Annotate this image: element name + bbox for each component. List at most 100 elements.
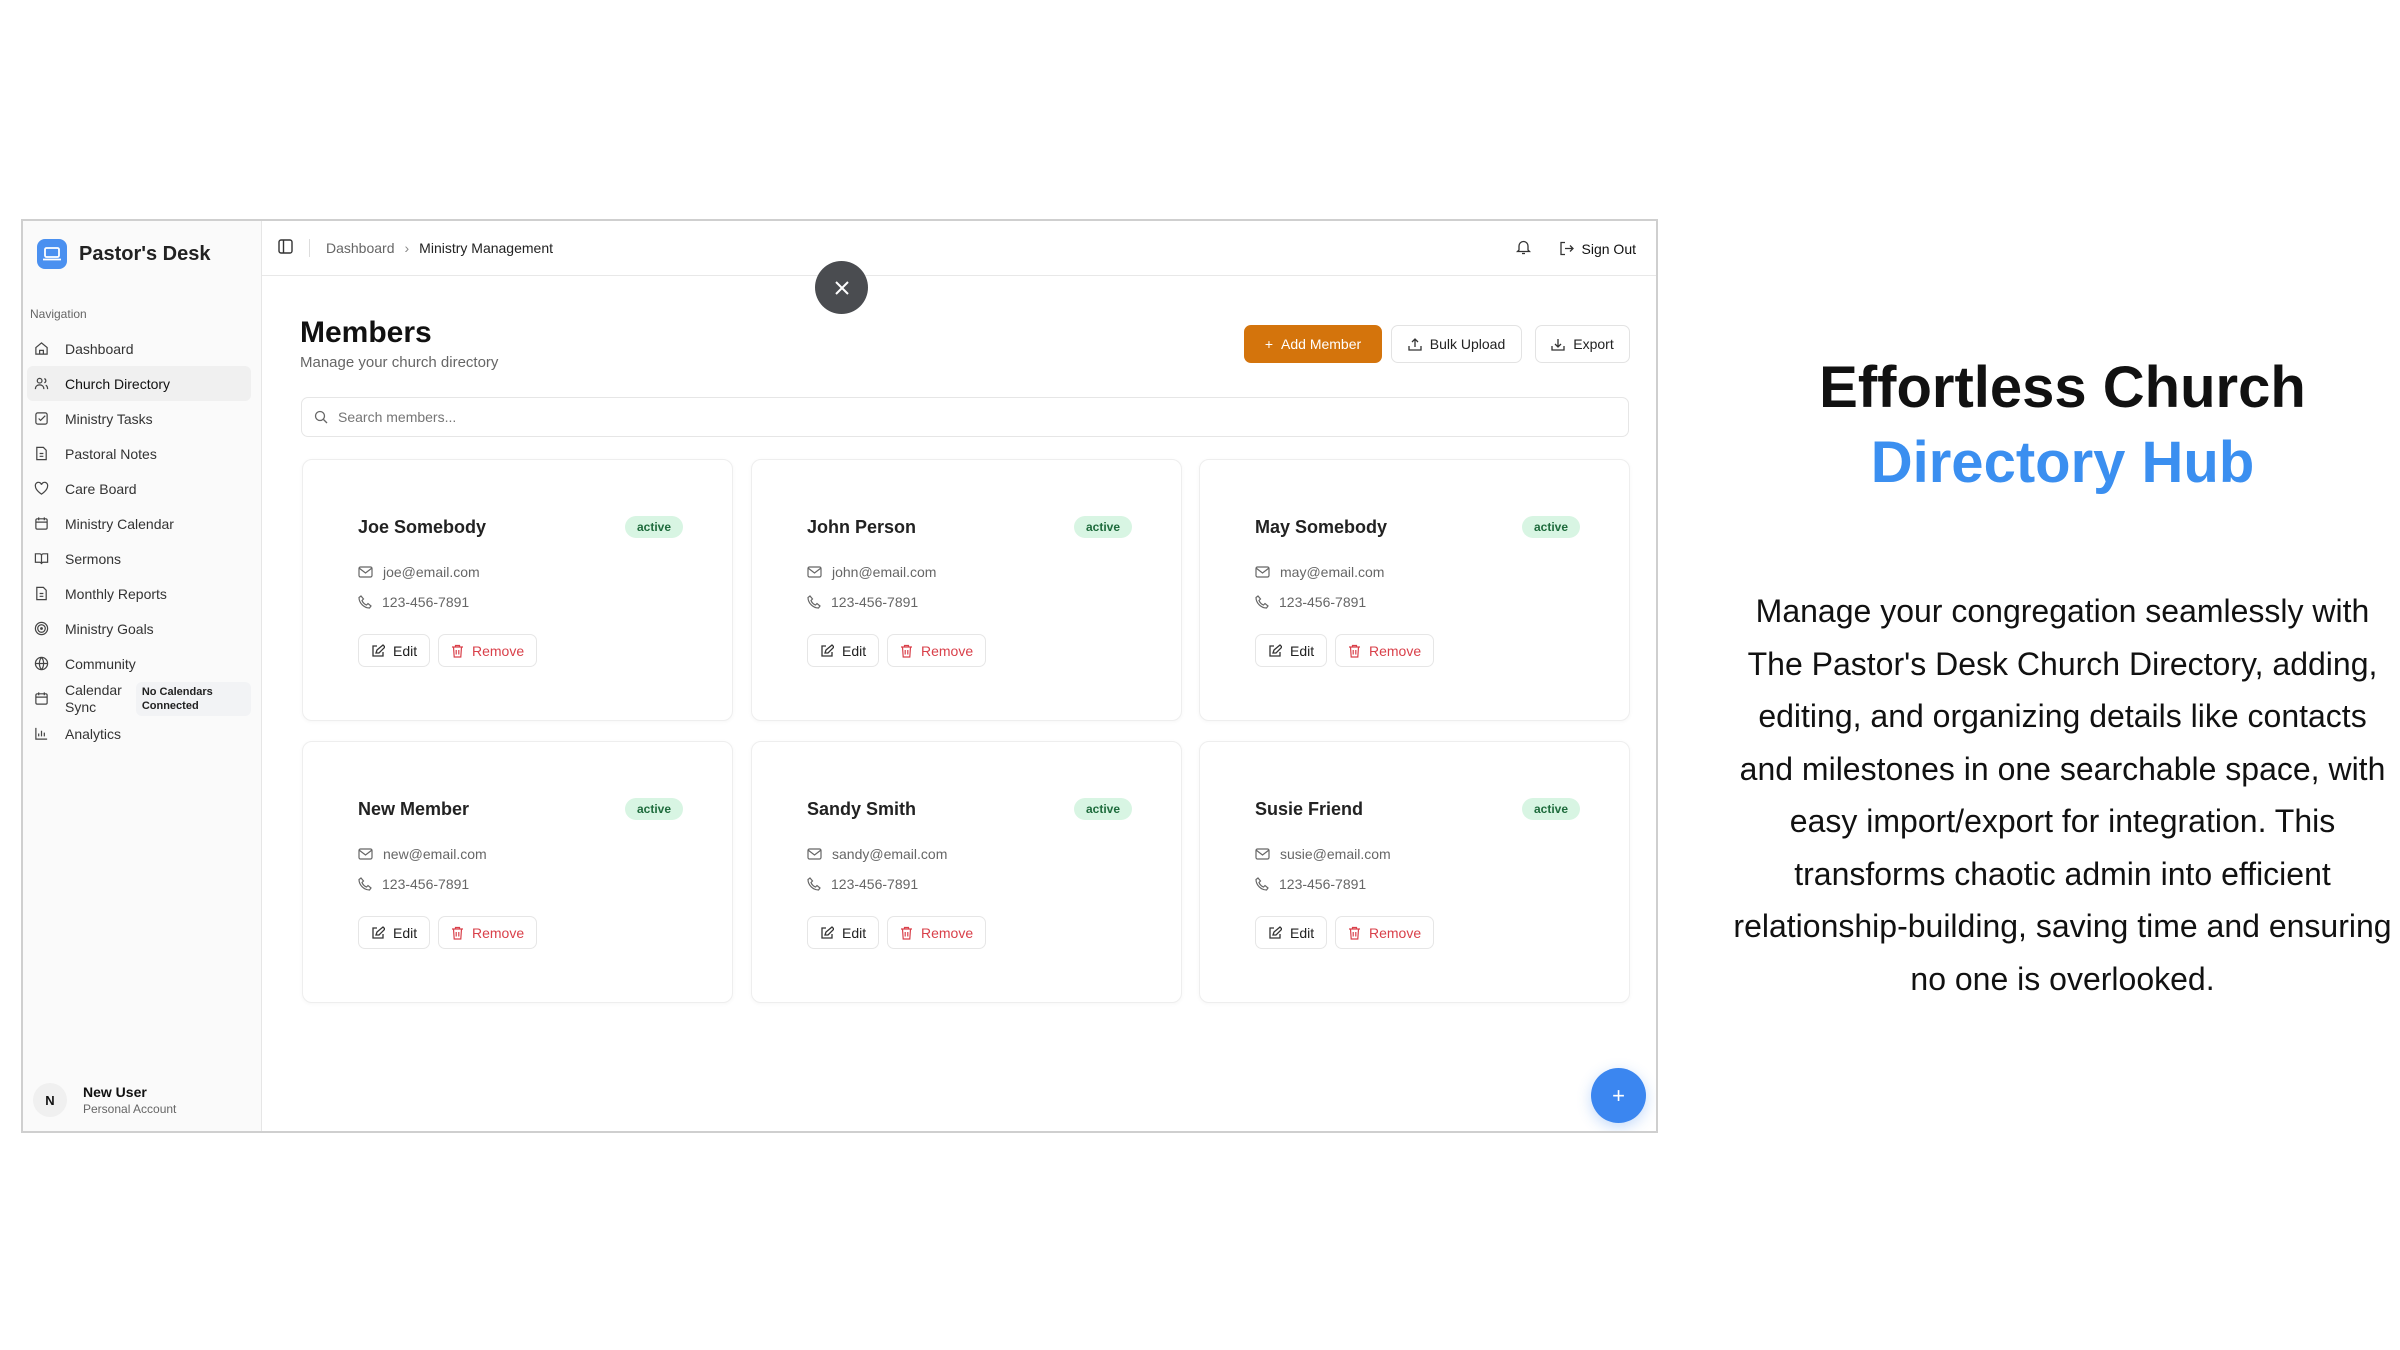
member-email[interactable]: john@email.com [832,564,937,580]
remove-button[interactable]: Remove [887,916,987,949]
edit-label: Edit [1290,642,1315,659]
close-overlay-button[interactable] [815,261,868,314]
sidebar-item-ministry-calendar[interactable]: Ministry Calendar [27,506,251,541]
member-name: May Somebody [1255,517,1388,537]
home-icon [35,342,48,355]
member-email[interactable]: sandy@email.com [832,846,948,862]
sidebar-item-sermons[interactable]: Sermons [27,541,251,576]
member-email[interactable]: susie@email.com [1280,846,1391,862]
sidebar-item-ministry-goals[interactable]: Ministry Goals [27,611,251,646]
remove-label: Remove [1369,924,1422,941]
member-phone: 123-456-7891 [831,594,919,610]
laptop-icon [37,239,67,269]
status-badge: active [1522,516,1581,538]
sidebar-item-community[interactable]: Community [27,646,251,681]
remove-button[interactable]: Remove [1335,916,1435,949]
remove-label: Remove [921,642,974,659]
edit-button[interactable]: Edit [358,634,431,667]
globe-icon [34,656,49,671]
user-profile[interactable]: N New User Personal Account [33,1083,176,1117]
download-icon [1551,339,1565,351]
bulk-upload-label: Bulk Upload [1429,336,1506,352]
member-phone-row: 123-456-7891 [358,876,469,892]
calendar-sync-status-badge: No Calendars Connected [135,681,251,716]
file-text-icon [36,446,47,461]
edit-button[interactable]: Edit [807,634,880,667]
chevron-right-icon: › [404,240,410,256]
sidebar-nav: Dashboard Church Directory Ministry Tasks P… [23,331,261,751]
floating-add-button[interactable]: + [1591,1068,1646,1123]
sidebar-item-analytics[interactable]: Analytics [27,716,251,751]
upload-icon [1408,338,1422,351]
remove-button[interactable]: Remove [1335,634,1435,667]
edit-icon [1269,643,1282,657]
sidebar-item-ministry-tasks[interactable]: Ministry Tasks [27,401,251,436]
member-phone: 123-456-7891 [382,594,470,610]
edit-button[interactable]: Edit [1255,634,1328,667]
breadcrumb-dashboard[interactable]: Dashboard [326,240,395,256]
bell-icon[interactable] [1515,239,1531,258]
sidebar-item-church-directory[interactable]: Church Directory [27,366,251,401]
status-badge: active [625,516,684,538]
phone-icon [1255,877,1269,891]
sidebar-item-label: Care Board [65,480,137,497]
member-phone-row: 123-456-7891 [1255,876,1366,892]
remove-button[interactable]: Remove [887,634,987,667]
bulk-upload-button[interactable]: Bulk Upload [1391,325,1522,363]
calendar-icon [35,517,48,530]
nav-section-label: Navigation [30,307,87,321]
user-account-type: Personal Account [83,1102,177,1116]
edit-button[interactable]: Edit [1255,916,1328,949]
sidebar-item-dashboard[interactable]: Dashboard [27,331,251,366]
sign-out-button[interactable]: Sign Out [1559,241,1636,257]
member-phone-row: 123-456-7891 [1255,594,1366,610]
member-name: New Member [358,799,470,819]
remove-label: Remove [1369,642,1422,659]
mail-icon [807,566,822,578]
member-phone: 123-456-7891 [382,876,470,892]
search-input[interactable] [338,409,1628,425]
member-phone-row: 123-456-7891 [807,876,918,892]
edit-icon [821,643,834,657]
phone-icon [358,595,372,609]
app-logo[interactable]: Pastor's Desk [37,239,211,269]
sidebar-item-care-board[interactable]: Care Board [27,471,251,506]
target-icon [34,621,49,636]
edit-button[interactable]: Edit [358,916,431,949]
member-email[interactable]: may@email.com [1280,564,1385,580]
member-card: Sandy Smith active sandy@email.com 123-456-… [751,741,1182,1003]
avatar: N [33,1083,67,1117]
sidebar-item-label: Ministry Calendar [65,515,174,532]
remove-button[interactable]: Remove [438,916,538,949]
trash-icon [901,926,912,940]
member-email-row: joe@email.com [358,564,480,580]
add-member-button[interactable]: + Add Member [1244,325,1382,363]
sidebar-item-monthly-reports[interactable]: Monthly Reports [27,576,251,611]
user-name: New User [83,1084,147,1100]
sidebar-toggle-icon[interactable] [278,239,293,257]
member-email-row: sandy@email.com [807,846,947,862]
log-out-icon [1559,241,1574,256]
phone-icon [358,877,372,891]
edit-label: Edit [842,924,867,941]
sidebar: Pastor's Desk Navigation Dashboard Church… [23,221,262,1131]
member-email[interactable]: new@email.com [383,846,487,862]
status-badge: active [1074,516,1133,538]
status-badge: active [625,798,684,820]
trash-icon [901,644,912,658]
sidebar-item-label: Community [65,655,136,672]
edit-icon [821,925,834,939]
member-email[interactable]: joe@email.com [383,564,480,580]
member-phone: 123-456-7891 [1279,594,1367,610]
promo-panel: Effortless Church Directory Hub Manage y… [1730,350,2395,1005]
mail-icon [358,566,373,578]
sidebar-item-pastoral-notes[interactable]: Pastoral Notes [27,436,251,471]
edit-button[interactable]: Edit [807,916,880,949]
edit-label: Edit [842,642,867,659]
calendar-icon [35,692,48,705]
users-icon [34,377,49,390]
top-bar: Dashboard › Ministry Management Sign Out [262,221,1656,276]
remove-button[interactable]: Remove [438,634,538,667]
export-button[interactable]: Export [1535,325,1630,363]
sidebar-item-calendar-sync[interactable]: Calendar Sync No Calendars Connected [27,681,251,716]
